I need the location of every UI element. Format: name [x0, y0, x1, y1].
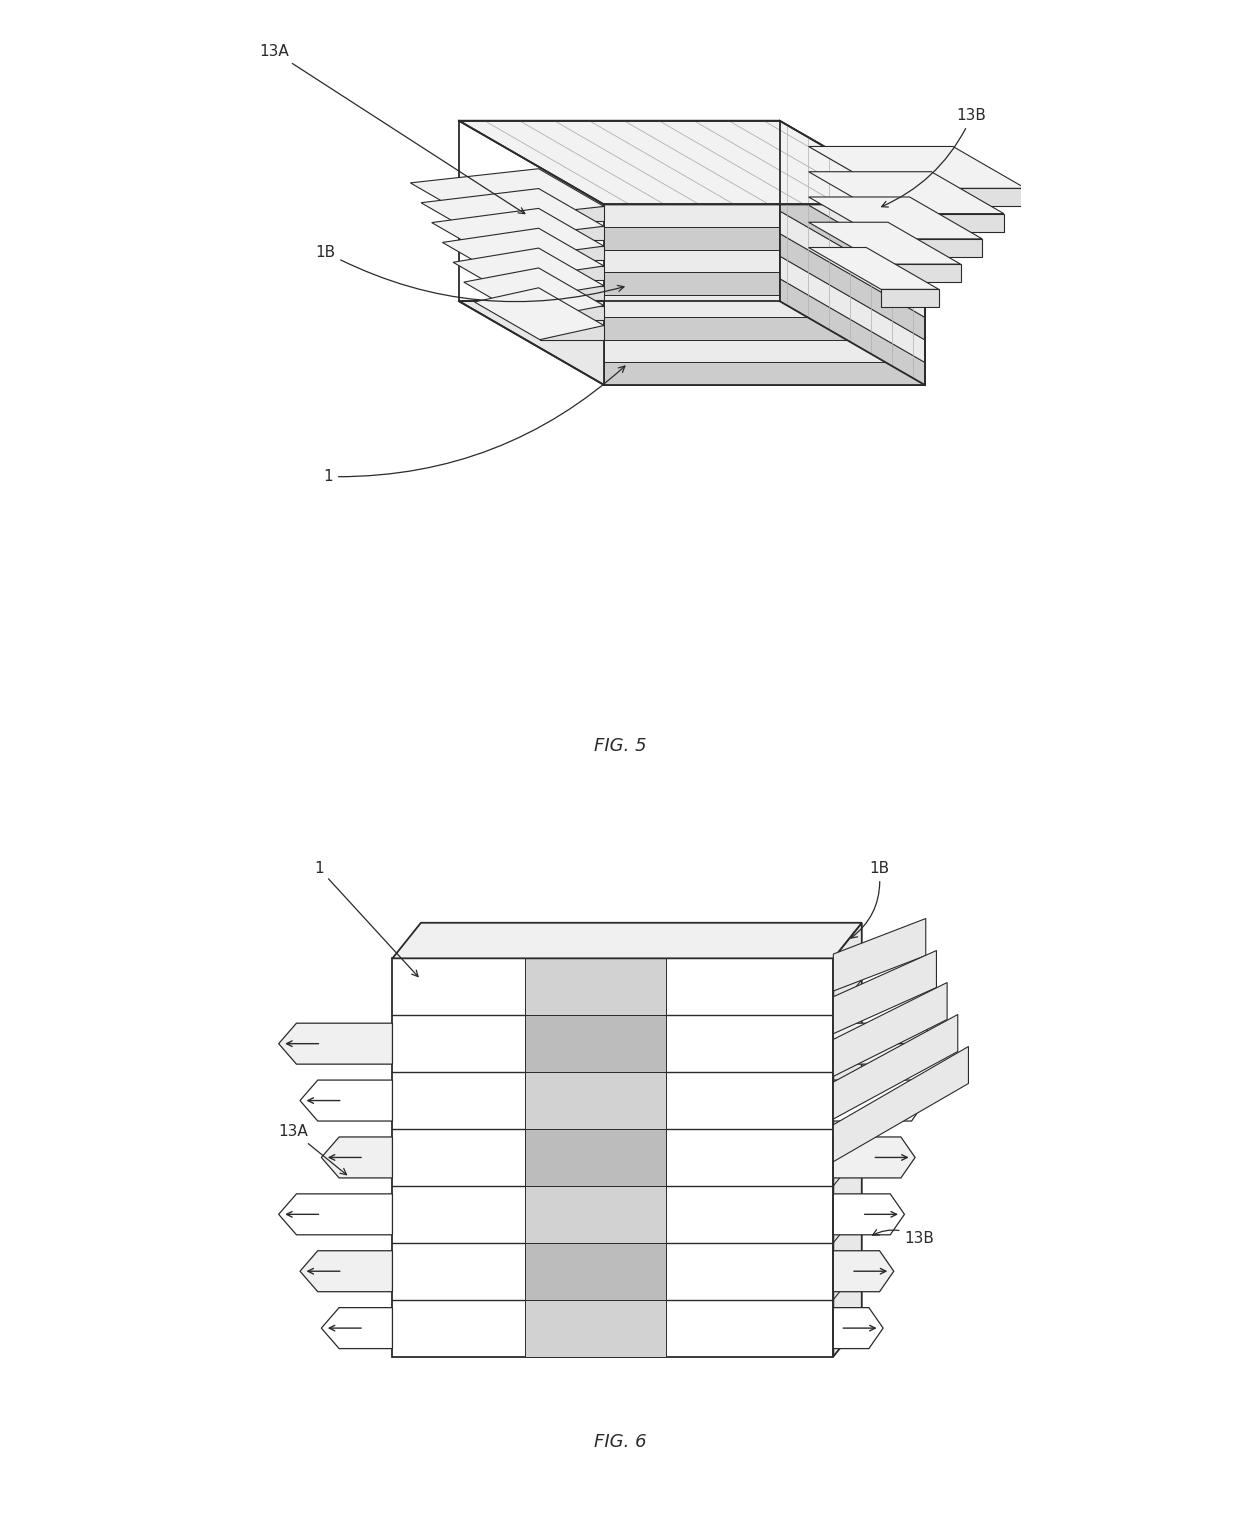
- Polygon shape: [539, 325, 604, 340]
- Polygon shape: [833, 1015, 957, 1120]
- Polygon shape: [833, 1080, 926, 1121]
- Bar: [525, 1300, 666, 1357]
- Polygon shape: [833, 1136, 915, 1179]
- Polygon shape: [780, 166, 925, 272]
- Polygon shape: [780, 278, 925, 384]
- Polygon shape: [833, 1194, 904, 1235]
- Polygon shape: [497, 247, 604, 260]
- Polygon shape: [422, 189, 604, 241]
- Polygon shape: [604, 227, 925, 250]
- Polygon shape: [833, 1047, 968, 1162]
- Polygon shape: [518, 286, 604, 300]
- Polygon shape: [808, 222, 961, 265]
- Bar: [525, 1242, 666, 1300]
- Polygon shape: [882, 188, 1025, 206]
- Polygon shape: [780, 256, 925, 362]
- Polygon shape: [604, 204, 925, 227]
- Polygon shape: [882, 265, 961, 283]
- Polygon shape: [604, 250, 925, 272]
- Polygon shape: [833, 1023, 936, 1064]
- Polygon shape: [453, 248, 604, 300]
- Polygon shape: [604, 272, 925, 295]
- Polygon shape: [604, 340, 925, 362]
- Polygon shape: [321, 1307, 392, 1348]
- Polygon shape: [882, 239, 982, 257]
- Polygon shape: [392, 923, 862, 958]
- Text: 13A: 13A: [259, 44, 525, 213]
- Polygon shape: [808, 147, 1025, 188]
- Text: 1B: 1B: [315, 245, 624, 301]
- Polygon shape: [780, 121, 925, 227]
- Bar: [525, 1073, 666, 1129]
- Polygon shape: [780, 188, 925, 295]
- Text: 13A: 13A: [279, 1124, 346, 1174]
- Polygon shape: [833, 950, 936, 1033]
- Polygon shape: [808, 171, 1004, 213]
- Bar: [525, 1186, 666, 1242]
- Polygon shape: [475, 287, 604, 340]
- Polygon shape: [882, 213, 1004, 231]
- Bar: [525, 958, 666, 1015]
- Bar: [525, 1129, 666, 1186]
- Polygon shape: [443, 228, 604, 280]
- Polygon shape: [459, 121, 925, 204]
- Polygon shape: [279, 1023, 392, 1064]
- Polygon shape: [459, 301, 925, 384]
- Polygon shape: [808, 248, 939, 289]
- Bar: [525, 1015, 666, 1073]
- Text: 13B: 13B: [882, 109, 987, 207]
- Polygon shape: [507, 266, 604, 280]
- Polygon shape: [833, 1307, 883, 1348]
- Polygon shape: [604, 362, 925, 384]
- Polygon shape: [833, 923, 862, 1357]
- Polygon shape: [833, 1251, 894, 1292]
- Polygon shape: [780, 144, 925, 250]
- Text: 1B: 1B: [851, 861, 889, 938]
- Polygon shape: [833, 982, 947, 1076]
- Polygon shape: [808, 197, 982, 239]
- Polygon shape: [321, 1136, 392, 1179]
- Polygon shape: [476, 206, 604, 221]
- Bar: [392, 958, 833, 1357]
- Polygon shape: [604, 318, 925, 340]
- Polygon shape: [780, 233, 925, 340]
- Polygon shape: [410, 169, 604, 221]
- Text: FIG. 5: FIG. 5: [594, 737, 646, 755]
- Polygon shape: [529, 306, 604, 319]
- Text: FIG. 6: FIG. 6: [594, 1433, 646, 1451]
- Polygon shape: [432, 209, 604, 260]
- Text: 1: 1: [324, 366, 625, 484]
- Polygon shape: [833, 918, 926, 991]
- Polygon shape: [300, 1251, 392, 1292]
- Text: 1: 1: [314, 861, 418, 976]
- Polygon shape: [279, 1194, 392, 1235]
- Polygon shape: [780, 210, 925, 318]
- Text: 13B: 13B: [873, 1230, 934, 1245]
- Polygon shape: [604, 295, 925, 318]
- Polygon shape: [464, 268, 604, 319]
- Polygon shape: [300, 1080, 392, 1121]
- Polygon shape: [486, 227, 604, 241]
- Polygon shape: [882, 289, 939, 307]
